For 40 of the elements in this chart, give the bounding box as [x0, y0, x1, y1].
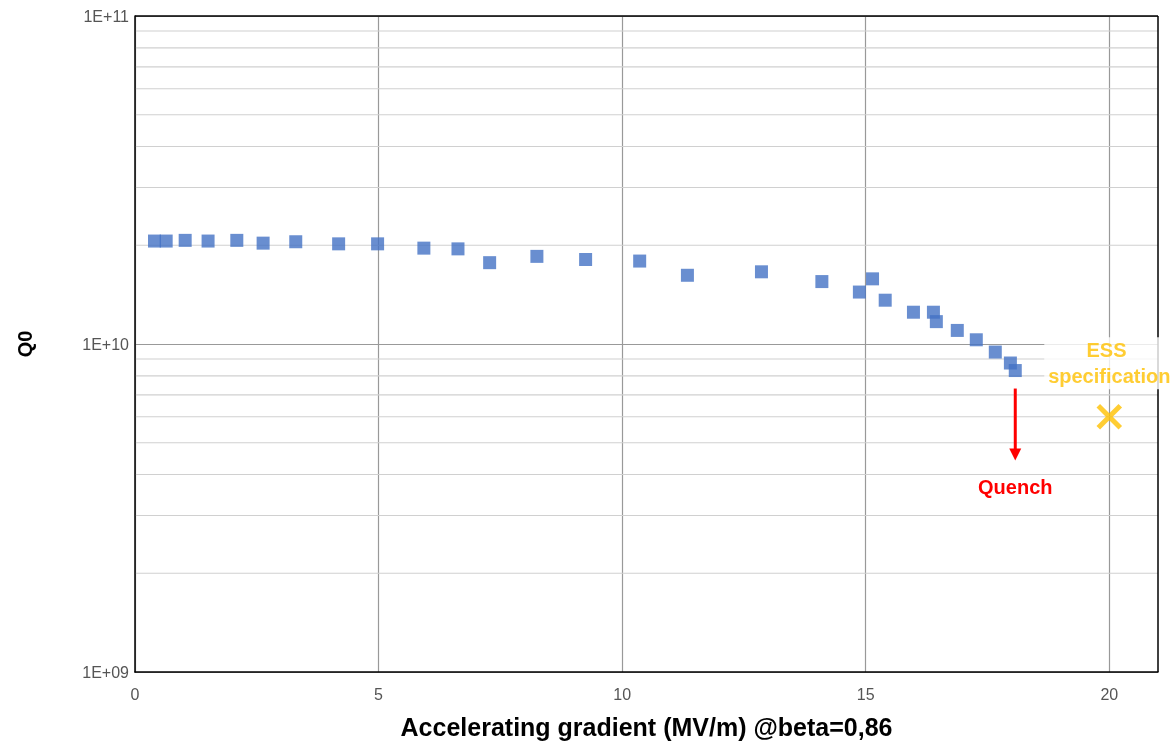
point [988, 345, 1002, 359]
y-tick-label: 1E+09 [82, 663, 130, 681]
y-tick-label: 1E+10 [82, 335, 130, 353]
point [680, 268, 694, 282]
point [230, 233, 244, 247]
y-tick-label: 1E+11 [83, 7, 130, 25]
point [815, 275, 829, 289]
point [147, 234, 161, 248]
text: ESS specification [1048, 339, 1170, 388]
point [483, 256, 497, 270]
x-tick-label: 5 [374, 685, 384, 703]
point [579, 252, 593, 266]
point [950, 323, 964, 337]
point [178, 233, 192, 247]
point [929, 315, 943, 329]
point [332, 237, 346, 251]
y-axis-title: Q0 [14, 330, 36, 358]
point [633, 254, 647, 268]
point [1008, 364, 1022, 378]
x-tick-label: 0 [130, 685, 140, 703]
point [256, 236, 270, 250]
point [417, 241, 431, 255]
point [852, 285, 866, 299]
point [201, 234, 215, 248]
x-tick-label: 20 [1100, 685, 1119, 703]
point [289, 235, 303, 249]
x-axis-title: Accelerating gradient (MV/m) @beta=0,86 [400, 712, 893, 741]
point [906, 305, 920, 319]
point [878, 293, 892, 307]
point [530, 249, 544, 263]
point [754, 265, 768, 279]
x-tick-label: 10 [613, 685, 632, 703]
annotation: Quench [978, 475, 1053, 498]
point [866, 272, 880, 286]
x-tick-label: 15 [856, 685, 875, 703]
point [159, 234, 173, 248]
point [1095, 403, 1123, 431]
point [969, 333, 983, 347]
point [371, 237, 385, 251]
point [451, 242, 465, 256]
